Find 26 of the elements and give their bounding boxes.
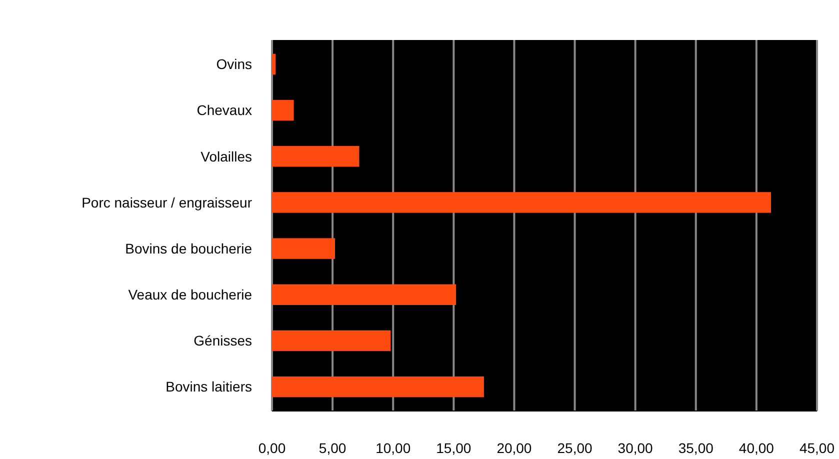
bar (272, 100, 294, 121)
y-tick-label: Bovins laitiers (166, 378, 252, 395)
y-tick-label: Bovins de boucherie (125, 240, 252, 256)
x-tick-label: 30,00 (618, 440, 654, 456)
bar (272, 376, 484, 398)
bar (272, 330, 391, 352)
y-tick-label: Chevaux (196, 102, 252, 118)
x-tick-label: 15,00 (436, 440, 472, 456)
bar (272, 146, 360, 167)
y-tick-label: Porc naisseur / engraisseur (82, 194, 252, 210)
bar (272, 54, 276, 75)
y-tick-label: Ovins (216, 56, 252, 72)
bar (272, 192, 771, 213)
x-tick-label: 10,00 (376, 440, 411, 456)
x-tick-label: 40,00 (738, 440, 774, 456)
x-tick-label: 35,00 (678, 440, 714, 456)
y-tick-label: Veaux de boucherie (128, 286, 252, 303)
bar (272, 284, 456, 305)
x-tick-label: 20,00 (496, 440, 532, 456)
y-tick-label: Génisses (194, 332, 252, 349)
x-tick-label: 0,00 (258, 440, 286, 456)
x-tick-label: 45,00 (799, 440, 835, 456)
x-tick-label: 25,00 (557, 440, 592, 456)
y-tick-label: Volailles (200, 148, 252, 164)
x-tick-label: 5,00 (318, 440, 346, 456)
bar (272, 238, 335, 259)
